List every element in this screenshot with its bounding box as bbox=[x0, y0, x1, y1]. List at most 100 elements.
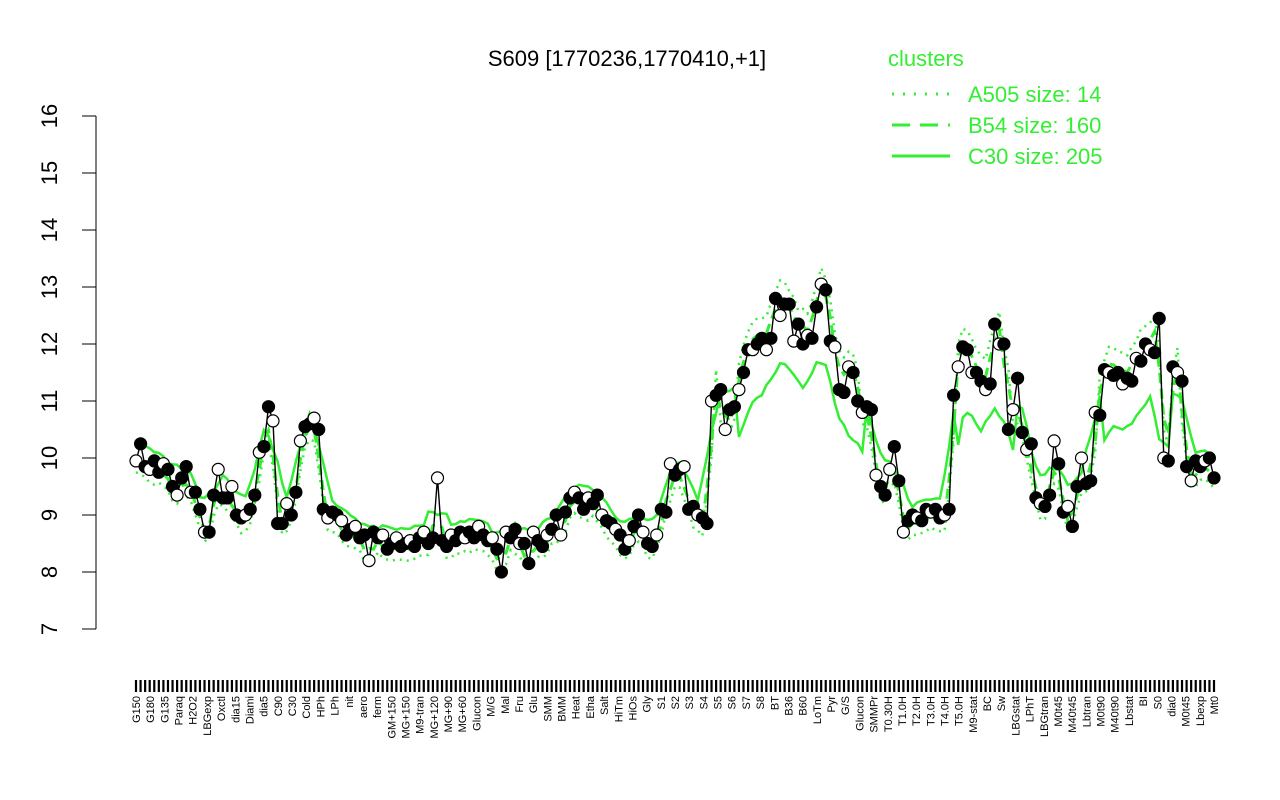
x-tick-label: Heat bbox=[571, 696, 583, 719]
series-path bbox=[135, 282, 1215, 573]
data-point bbox=[161, 462, 175, 476]
data-point bbox=[1147, 346, 1162, 360]
x-tick-label: M/G bbox=[486, 696, 498, 717]
x-tick-label: G150 bbox=[131, 696, 143, 723]
data-point bbox=[362, 553, 376, 568]
x-tick-label: T0.30H bbox=[883, 696, 895, 732]
data-point bbox=[1047, 434, 1061, 448]
data-point bbox=[1024, 437, 1038, 451]
data-point bbox=[631, 508, 646, 522]
y-tick-label: 13 bbox=[37, 275, 62, 299]
data-point bbox=[188, 485, 202, 499]
data-point bbox=[1125, 374, 1139, 388]
data-point bbox=[700, 516, 714, 531]
y-tick-label: 8 bbox=[37, 566, 62, 578]
x-tick-label: Lbtran bbox=[1081, 696, 1093, 727]
data-point bbox=[773, 308, 787, 323]
x-tick-label: H2O2 bbox=[188, 696, 200, 725]
data-point bbox=[1084, 474, 1098, 488]
cluster-c30-line bbox=[135, 360, 1215, 535]
x-tick-label: MG+120 bbox=[429, 696, 441, 739]
x-tick-label: LPh bbox=[330, 696, 342, 716]
x-tick-label: T5.0H bbox=[954, 696, 966, 726]
data-point bbox=[819, 283, 833, 297]
data-point bbox=[645, 539, 659, 554]
x-tick-label: Oxctl bbox=[216, 696, 228, 721]
data-point bbox=[887, 440, 901, 454]
x-tick-label: BMM bbox=[557, 696, 569, 722]
data-point bbox=[764, 331, 778, 345]
x-tick-label: MG+90 bbox=[443, 696, 455, 732]
x-tick-label: SMM bbox=[542, 696, 554, 722]
x-tick-label: T4.0H bbox=[940, 696, 952, 726]
data-point bbox=[376, 528, 390, 542]
x-tick-label: Salt bbox=[599, 696, 611, 715]
x-axis: G150 G180 G135 Paraq H2O2 LBGexp Oxctl dia15 Dia… bbox=[131, 680, 1221, 739]
data-point bbox=[983, 377, 997, 391]
data-point bbox=[878, 488, 892, 502]
x-tick-label: HiOs bbox=[627, 696, 639, 721]
data-point bbox=[307, 411, 321, 425]
legend-label: B54 size: 160 bbox=[968, 113, 1101, 138]
data-point bbox=[1015, 425, 1029, 439]
data-point bbox=[791, 317, 805, 331]
x-tick-label: S3 bbox=[684, 696, 696, 709]
data-point bbox=[225, 479, 239, 494]
x-tick-label: BT bbox=[769, 696, 781, 710]
x-tick-label: LPhT bbox=[1025, 696, 1037, 723]
data-point bbox=[883, 462, 897, 476]
data-point bbox=[517, 536, 531, 551]
data-point bbox=[193, 502, 207, 516]
x-tick-label: MG+60 bbox=[457, 696, 469, 732]
data-point bbox=[202, 525, 216, 539]
x-tick-label: BC bbox=[982, 696, 994, 711]
x-tick-label: ferm bbox=[372, 696, 384, 718]
data-point bbox=[869, 468, 883, 482]
data-point bbox=[1038, 499, 1052, 513]
x-tick-label: Glucon bbox=[854, 696, 866, 731]
x-tick-label: LoTm bbox=[812, 696, 824, 724]
data-point bbox=[809, 300, 824, 314]
data-point bbox=[718, 422, 732, 437]
x-tick-label: S6 bbox=[727, 696, 739, 709]
x-tick-label: M40t90 bbox=[1110, 696, 1122, 733]
x-tick-label: C30 bbox=[287, 696, 299, 716]
data-point bbox=[1161, 454, 1175, 468]
x-tick-label: LBGtran bbox=[1039, 696, 1051, 737]
data-point bbox=[946, 388, 961, 402]
x-tick-label: HPh bbox=[315, 696, 327, 717]
x-tick-label: T1.0H bbox=[897, 696, 909, 726]
x-tick-label: M9-stat bbox=[968, 696, 980, 733]
x-tick-label: T3.0H bbox=[925, 696, 937, 726]
data-point bbox=[312, 422, 326, 437]
x-tick-label: Mt0 bbox=[1209, 696, 1221, 714]
data-point bbox=[266, 414, 280, 428]
data-point bbox=[430, 471, 445, 485]
x-tick-label: M0t45 bbox=[1053, 696, 1065, 727]
x-tick-label: Glucon bbox=[471, 696, 483, 731]
x-tick-label: S0 bbox=[1152, 696, 1164, 709]
data-point bbox=[1074, 451, 1089, 465]
legend-label: A505 size: 14 bbox=[968, 82, 1101, 107]
data-point bbox=[284, 508, 298, 522]
data-point bbox=[170, 488, 184, 502]
data-point bbox=[175, 471, 189, 485]
data-point bbox=[558, 505, 573, 519]
data-point bbox=[261, 400, 276, 414]
data-point bbox=[1001, 422, 1016, 437]
x-tick-label: LBGstat bbox=[1010, 696, 1022, 736]
data-point bbox=[960, 343, 974, 357]
data-point bbox=[289, 485, 303, 499]
data-point bbox=[243, 502, 257, 516]
data-point bbox=[622, 533, 636, 548]
data-point bbox=[508, 522, 522, 536]
data-point bbox=[1052, 457, 1066, 471]
y-tick-label: 9 bbox=[37, 509, 62, 521]
cluster-a505-line bbox=[135, 264, 1215, 572]
data-point bbox=[837, 385, 851, 399]
data-point bbox=[335, 514, 349, 528]
x-tick-label: M40t45 bbox=[1067, 696, 1079, 733]
x-tick-label: G/S bbox=[840, 696, 852, 715]
x-tick-label: S8 bbox=[755, 696, 767, 709]
data-point bbox=[732, 383, 746, 397]
